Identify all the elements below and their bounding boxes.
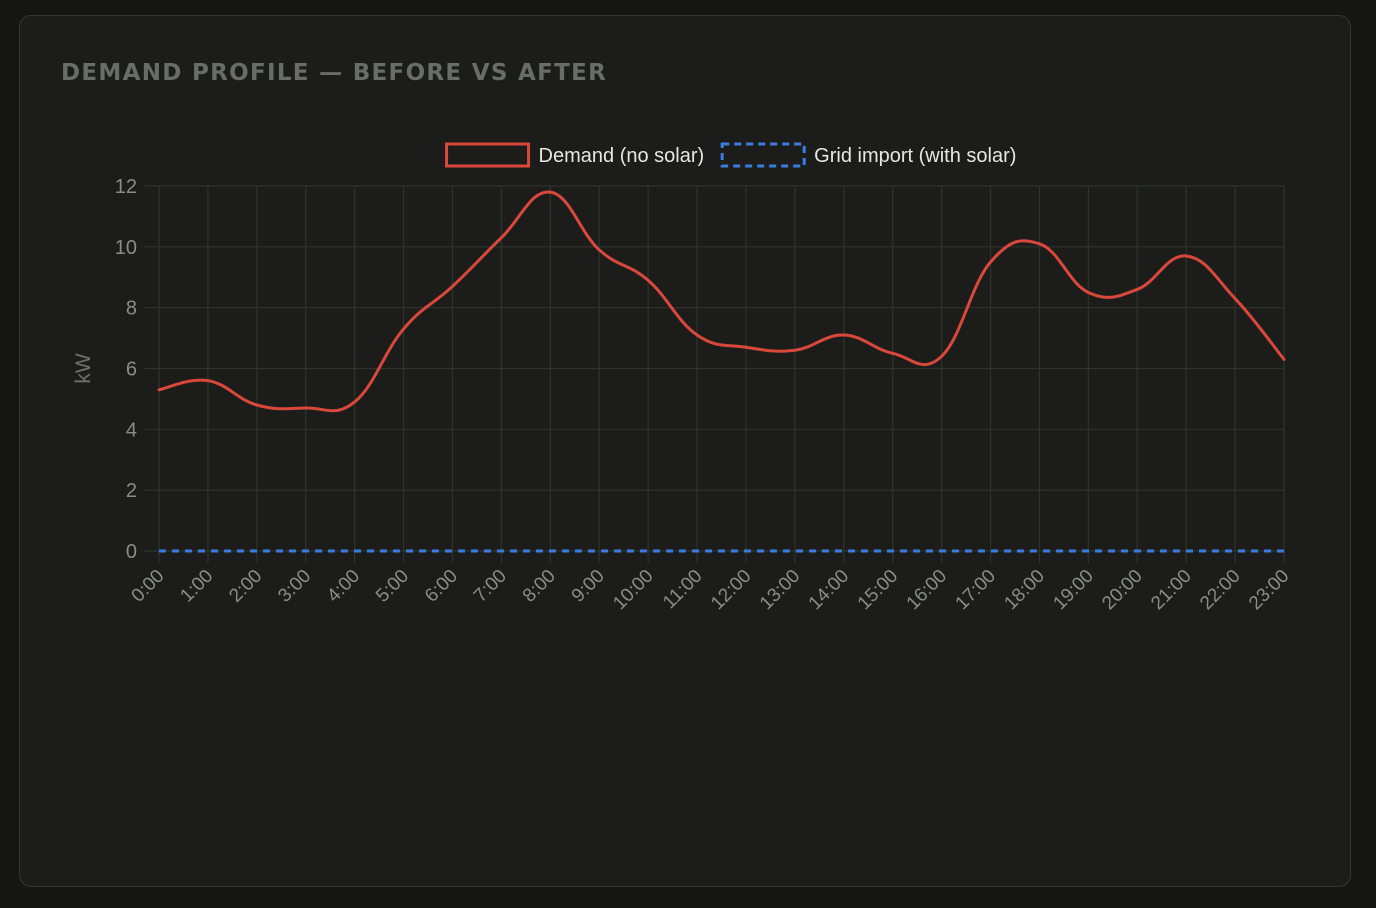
y-tick-label: 8 [126,298,137,320]
legend-label: Grid import (with solar) [814,145,1016,167]
x-tick-label: 9:00 [568,566,609,607]
y-axis-title: kW [72,353,95,384]
y-tick-label: 2 [126,480,137,502]
x-tick-label: 15:00 [854,566,902,614]
y-tick-label: 12 [115,176,137,198]
series-lines [157,190,1286,553]
x-tick-label: 23:00 [1245,566,1293,614]
panel-title: DEMAND PROFILE — BEFORE VS AFTER [61,60,608,86]
x-tick-label: 16:00 [903,566,951,614]
x-tick-label: 17:00 [952,566,1000,614]
legend-label: Demand (no solar) [539,145,705,167]
legend-swatch [445,142,531,168]
x-tick-label: 18:00 [1001,566,1049,614]
x-tick-label: 22:00 [1196,566,1244,614]
x-tick-label: 19:00 [1049,566,1097,614]
x-tick-label: 7:00 [470,566,511,607]
x-tick-label: 13:00 [756,566,804,614]
x-tick-label: 2:00 [225,566,266,607]
x-tick-label: 21:00 [1147,566,1195,614]
x-tick-label: 3:00 [274,566,315,607]
series-line-demand [157,190,1286,413]
x-tick-label: 6:00 [421,566,462,607]
x-tick-label: 10:00 [609,566,657,614]
y-axis-ticks: 0 2 4 6 8 10 12 [115,176,137,563]
x-tick-label: 8:00 [519,566,560,607]
x-tick-label: 20:00 [1098,566,1146,614]
y-tick-label: 6 [126,359,137,381]
demand-profile-panel: DEMAND PROFILE — BEFORE VS AFTER [19,15,1351,887]
legend-item-demand[interactable]: Demand (no solar) [445,142,705,168]
x-tick-label: 12:00 [707,566,755,614]
grid-lines [145,185,1285,563]
legend-swatch [720,142,806,168]
y-tick-label: 0 [126,541,137,563]
x-axis-ticks: 0:00 1:00 2:00 3:00 4:00 5:00 6:00 7:00 8:00 9:00… [128,566,1294,614]
x-tick-label: 1:00 [176,566,217,607]
x-tick-label: 5:00 [372,566,413,607]
legend-item-grid-import[interactable]: Grid import (with solar) [720,142,1016,168]
x-tick-label: 4:00 [323,566,364,607]
x-tick-label: 11:00 [659,566,706,613]
x-tick-label: 0:00 [128,566,169,607]
x-tick-label: 14:00 [805,566,853,614]
y-tick-label: 4 [126,419,137,441]
y-tick-label: 10 [115,237,137,259]
legend: Demand (no solar) Grid import (with solar… [445,142,1016,168]
